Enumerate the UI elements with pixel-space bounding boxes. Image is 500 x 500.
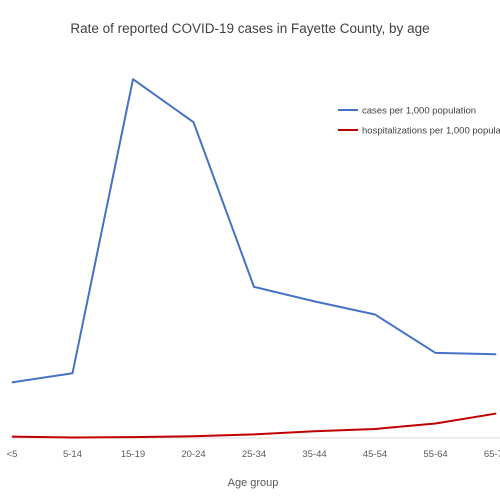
x-tick-label: 20-24 xyxy=(181,449,205,460)
data-point-1-1 xyxy=(72,437,73,439)
data-point-0-4 xyxy=(253,286,255,288)
data-point-0-8 xyxy=(495,353,497,355)
data-point-1-8 xyxy=(495,413,497,415)
series-0 xyxy=(11,78,497,384)
data-point-0-1 xyxy=(72,372,73,374)
data-point-1-7 xyxy=(435,423,436,425)
data-point-0-6 xyxy=(374,313,376,315)
series-layer xyxy=(11,78,497,439)
legend-label-0: cases per 1,000 population xyxy=(362,106,476,117)
data-point-0-2 xyxy=(132,78,134,80)
x-tick-label: 45-54 xyxy=(363,449,387,460)
chart-title: Rate of reported COVID-19 cases in Fayet… xyxy=(70,21,429,36)
series-1 xyxy=(11,412,497,439)
data-point-1-5 xyxy=(314,430,315,432)
data-point-0-7 xyxy=(435,352,436,354)
legend: cases per 1,000 population hospitalizatio… xyxy=(338,106,500,137)
data-point-1-0 xyxy=(11,436,13,438)
x-tick-labels: <5 5-14 15-19 20-24 25-34 35-44 45-54 55-64 65-7… xyxy=(7,449,500,460)
x-tick-label: 65-74 xyxy=(484,449,500,460)
data-point-0-0 xyxy=(11,381,13,383)
x-axis-title: Age group xyxy=(228,477,279,489)
data-point-1-2 xyxy=(132,436,134,438)
x-tick-label: 5-14 xyxy=(63,449,82,460)
x-tick-label: <5 xyxy=(7,449,18,460)
data-point-1-4 xyxy=(253,433,255,435)
data-point-0-3 xyxy=(193,121,194,123)
data-point-0-5 xyxy=(314,300,315,302)
data-point-1-3 xyxy=(193,435,194,437)
data-point-1-6 xyxy=(374,428,376,430)
x-tick-label: 25-34 xyxy=(242,449,266,460)
legend-label-1: hospitalizations per 1,000 population xyxy=(362,126,500,137)
x-tick-label: 15-19 xyxy=(121,449,145,460)
x-tick-label: 35-44 xyxy=(302,449,326,460)
x-tick-label: 55-64 xyxy=(423,449,447,460)
